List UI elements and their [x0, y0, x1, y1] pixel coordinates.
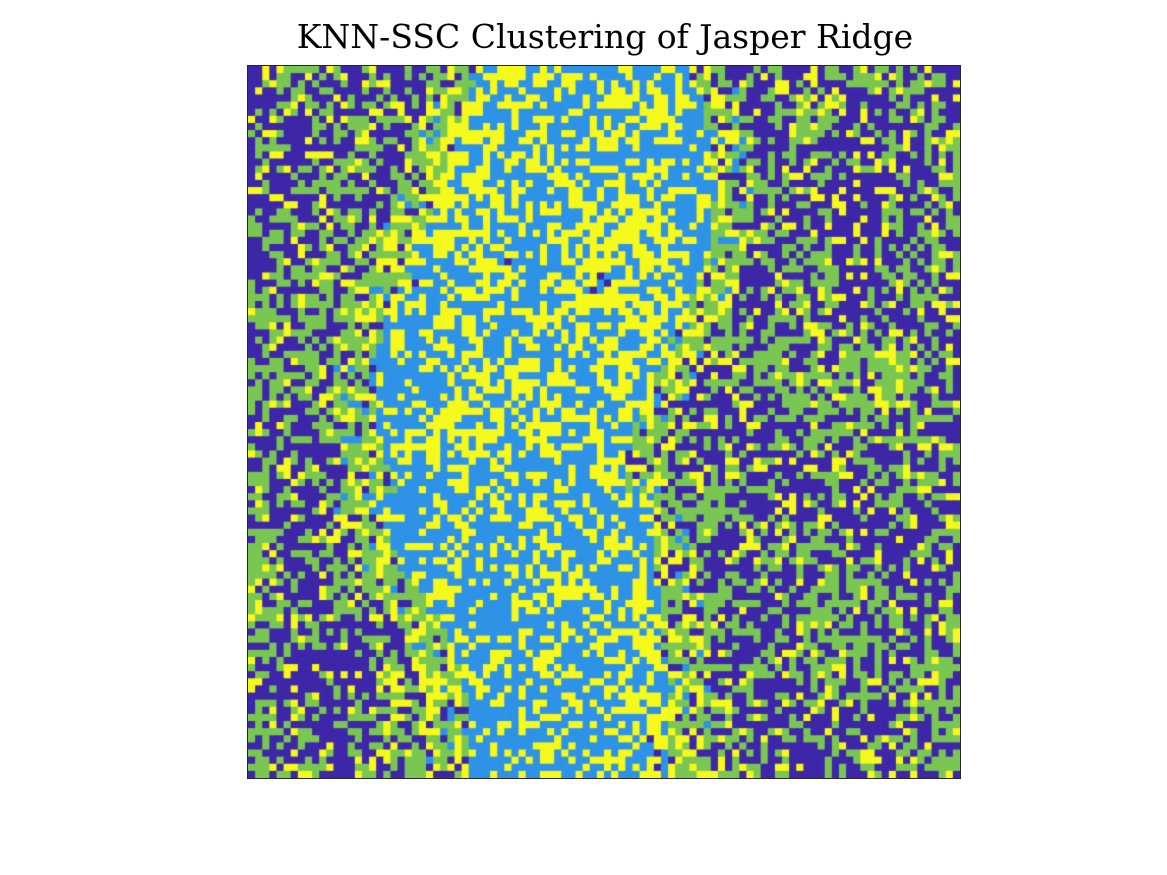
chart-title: KNN-SSC Clustering of Jasper Ridge	[296, 17, 914, 56]
plot-area	[247, 65, 961, 779]
cluster-heatmap	[248, 66, 960, 778]
